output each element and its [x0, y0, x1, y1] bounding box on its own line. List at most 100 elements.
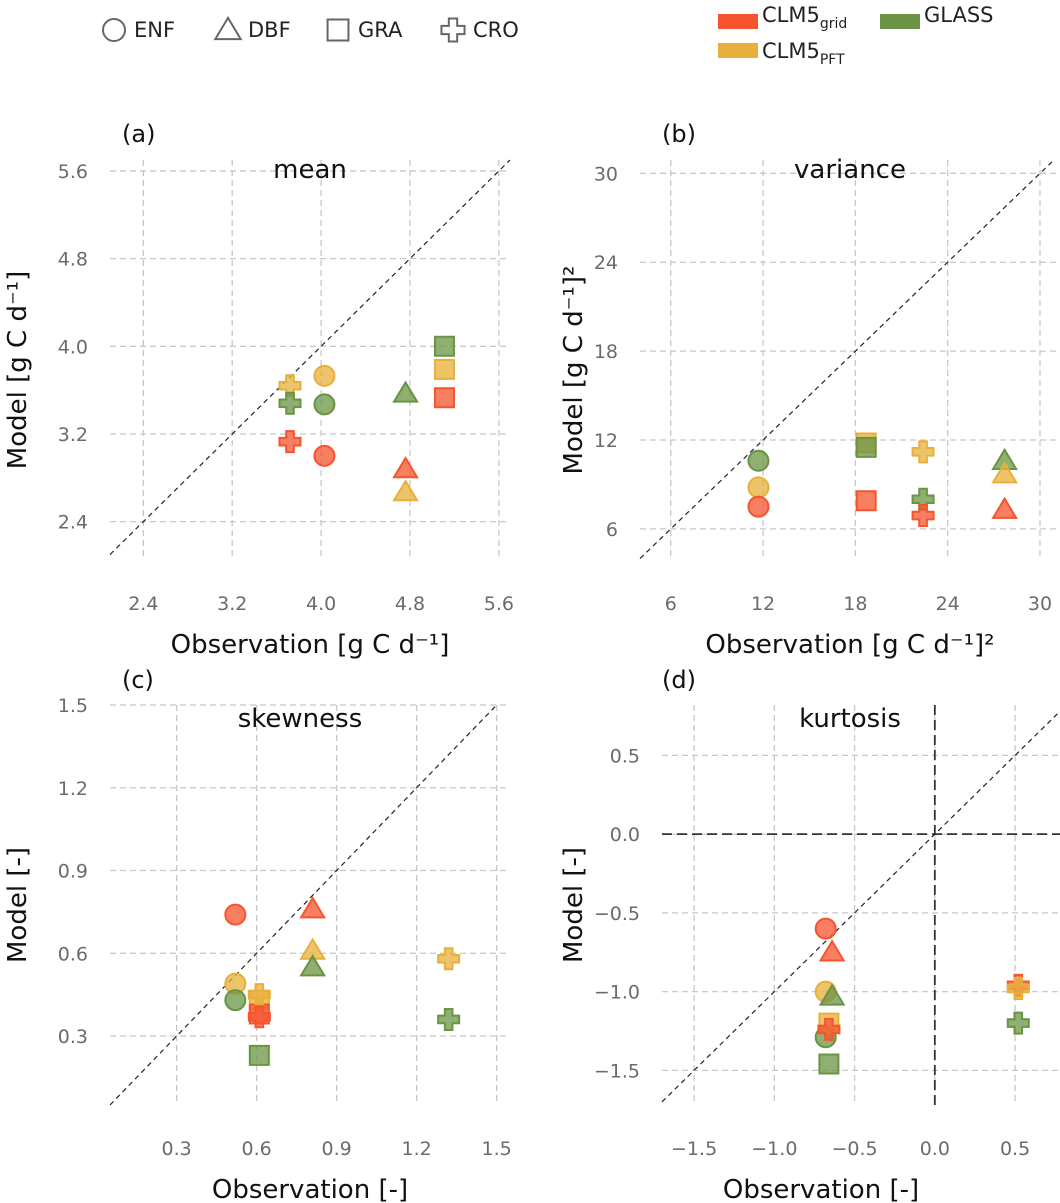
- x-tick-label: −0.5: [832, 1138, 878, 1160]
- legend-item-gra: GRA: [326, 18, 403, 42]
- y-tick-label: 3.2: [58, 424, 88, 446]
- panel-title: variance: [794, 155, 906, 185]
- one-to-one-line: [661, 710, 1060, 1103]
- point-gra-glass: [855, 436, 877, 458]
- dbf-shape-icon: [213, 15, 243, 41]
- panel-title: skewness: [238, 704, 363, 734]
- y-tick-label: 24: [594, 252, 618, 274]
- point-dbf-grid: [392, 456, 419, 479]
- x-tick-label: 3.2: [217, 593, 247, 615]
- y-tick-label: 0.5: [610, 745, 640, 767]
- x-tick-label: 5.6: [484, 593, 514, 615]
- point-cro-grid: [247, 1005, 271, 1029]
- legend-label-cro: CRO: [473, 18, 519, 42]
- legend-swatch-grid: [718, 14, 758, 29]
- y-axis-label: Model [g C d⁻¹]²: [559, 266, 589, 475]
- point-enf-glass: [224, 989, 247, 1012]
- y-tick-label: 12: [594, 430, 618, 452]
- point-enf-glass: [313, 393, 336, 416]
- legend-item-cro: CRO: [440, 17, 519, 43]
- point-dbf-pft: [991, 461, 1018, 484]
- point-gra-grid: [433, 387, 455, 409]
- x-tick-label: 18: [843, 593, 867, 615]
- y-tick-label: 0.0: [610, 824, 640, 846]
- y-tick-label: 0.3: [58, 1026, 88, 1048]
- legend-item-grid: CLM5grid: [718, 3, 847, 32]
- y-tick-label: 18: [594, 341, 618, 363]
- legend-item-glass: GLASS: [880, 3, 993, 29]
- point-enf-pft: [313, 364, 336, 387]
- panel-c: 0.3 0.6 0.9 1.2 1.5 0.3 0.6 0.9 1.2 1.5 Observatio…: [3, 666, 512, 1203]
- y-axis-label: Model [g C d⁻¹]: [3, 271, 33, 469]
- point-cro-pft: [247, 983, 271, 1007]
- point-gra-glass: [433, 335, 455, 357]
- point-dbf-glass: [818, 983, 846, 1006]
- point-enf-grid: [313, 444, 336, 467]
- x-tick-label: −1.5: [671, 1138, 717, 1160]
- panel-letter: (d): [662, 666, 696, 694]
- point-cro-glass: [437, 1007, 461, 1031]
- point-cro-pft: [911, 440, 935, 464]
- legend-label-gra: GRA: [358, 18, 403, 42]
- x-axis-label: Observation [g C d⁻¹]²: [705, 630, 994, 660]
- x-tick-label: 12: [751, 593, 775, 615]
- panel-letter: (a): [122, 120, 155, 148]
- x-tick-label: −1.0: [751, 1138, 797, 1160]
- x-tick-label: 6: [665, 593, 677, 615]
- point-dbf-grid: [818, 939, 846, 962]
- point-gra-pft: [433, 358, 455, 380]
- x-tick-label: 0.6: [242, 1138, 272, 1160]
- y-tick-label: 0.6: [58, 943, 88, 965]
- point-enf-grid: [224, 903, 247, 926]
- x-axis-label: Observation [g C d⁻¹]: [171, 630, 450, 660]
- y-tick-label: −1.5: [594, 1060, 640, 1082]
- x-tick-label: 1.2: [402, 1138, 432, 1160]
- y-tick-label: 5.6: [58, 161, 88, 183]
- legend: ENF DBF GRA CRO CLM5grid GLASS CLM5PFT: [102, 3, 993, 68]
- y-tick-label: 1.5: [58, 695, 88, 717]
- point-cro-glass: [1006, 1011, 1030, 1035]
- x-axis-label: Observation [-]: [212, 1175, 408, 1203]
- one-to-one-line: [109, 704, 498, 1106]
- legend-subscript-pft: PFT: [820, 52, 845, 68]
- y-tick-label: −1.0: [594, 982, 640, 1004]
- legend-item-pft: CLM5PFT: [718, 39, 845, 68]
- enf-shape-icon: [102, 18, 126, 42]
- point-dbf-glass: [299, 954, 326, 977]
- x-tick-label: 4.0: [306, 593, 336, 615]
- gra-shape-icon: [326, 18, 350, 42]
- panel-title: mean: [273, 155, 347, 185]
- legend-subscript-grid: grid: [820, 16, 847, 32]
- panel-title: kurtosis: [799, 704, 901, 734]
- point-gra-glass: [248, 1044, 270, 1066]
- x-tick-label: 0.3: [162, 1138, 192, 1160]
- point-cro-grid: [911, 504, 935, 528]
- one-to-one-line: [639, 159, 1055, 559]
- panel-b: 6 12 18 24 30 6 12 18 24 30 Observation [g C d⁻¹]²…: [559, 120, 1060, 660]
- legend-item-enf: ENF: [102, 18, 175, 42]
- panel-a: 2.4 3.2 4.0 4.8 5.6 2.4 3.2 4.0 4.8 5.6 Observatio…: [3, 120, 514, 660]
- point-enf-grid: [747, 495, 770, 518]
- y-tick-label: 1.2: [58, 778, 88, 800]
- y-axis-label: Model [-]: [3, 847, 33, 963]
- y-tick-label: 4.8: [58, 249, 88, 271]
- x-tick-label: 4.8: [395, 593, 425, 615]
- one-to-one-line: [109, 159, 511, 555]
- panel-letter: (c): [122, 666, 154, 694]
- point-cro-pft: [437, 947, 461, 971]
- point-dbf-pft: [392, 479, 419, 502]
- legend-label-grid: CLM5grid: [762, 3, 847, 32]
- legend-label-enf: ENF: [134, 18, 175, 42]
- point-enf-pft: [747, 476, 770, 499]
- y-tick-label: 4.0: [58, 336, 88, 358]
- panel-letter: (b): [662, 120, 696, 148]
- point-gra-glass: [818, 1053, 840, 1075]
- point-dbf-glass: [392, 380, 419, 403]
- point-gra-grid: [855, 490, 877, 512]
- x-tick-label: 24: [936, 593, 960, 615]
- point-enf-glass: [747, 449, 770, 472]
- legend-item-dbf: DBF: [213, 15, 291, 42]
- x-tick-label: 0.5: [1000, 1138, 1030, 1160]
- point-cro-glass: [278, 391, 302, 415]
- y-axis-label: Model [-]: [559, 847, 589, 963]
